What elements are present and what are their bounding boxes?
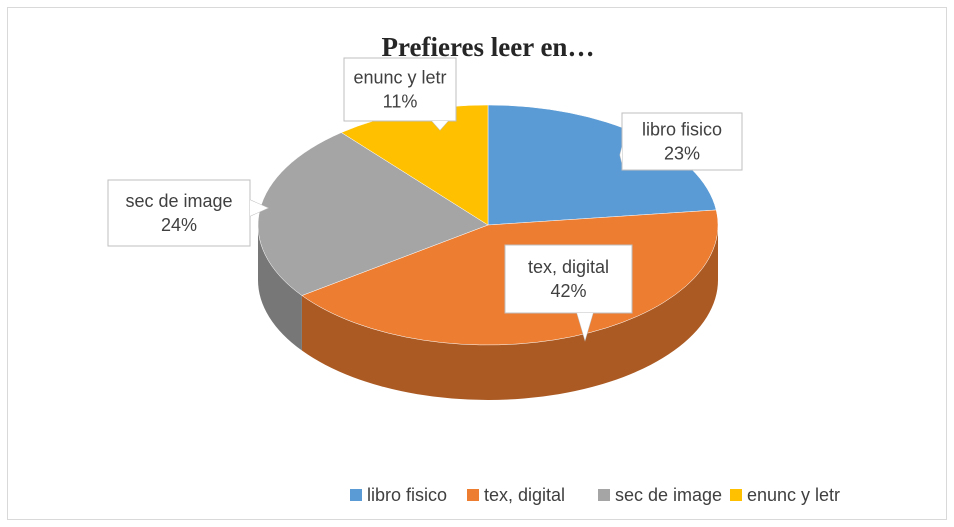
legend-label: tex, digital <box>484 485 565 505</box>
legend-label: libro fisico <box>367 485 447 505</box>
callout-pointer-mask <box>432 121 448 130</box>
legend-swatch <box>598 489 610 501</box>
data-label-value: 24% <box>161 215 197 235</box>
callouts: libro fisico 23% tex, digital 42% sec de ima… <box>107 57 743 342</box>
slice-side <box>301 225 718 400</box>
callout-box <box>343 57 457 122</box>
slice-side <box>258 225 302 351</box>
data-label-category: tex, digital <box>528 257 609 277</box>
legend-swatch <box>467 489 479 501</box>
callout-box <box>504 244 633 314</box>
callout-pointer-mask <box>620 147 622 163</box>
data-label-category: enunc y letr <box>353 67 446 87</box>
data-label-value: 11% <box>383 91 418 111</box>
callout-pointer-mask <box>250 200 268 216</box>
data-label-category: sec de image <box>125 191 232 211</box>
callout-box <box>621 112 743 171</box>
legend-swatch <box>350 489 362 501</box>
legend-label: enunc y letr <box>747 485 840 505</box>
legend-label: sec de image <box>615 485 722 505</box>
chart-title: Prefieres leer en… <box>382 32 595 62</box>
callout-box <box>107 179 251 247</box>
data-label-value: 23% <box>664 143 700 163</box>
data-label-category: libro fisico <box>642 119 722 139</box>
callout-pointer-mask <box>577 313 593 340</box>
legend-swatch <box>730 489 742 501</box>
data-label-value: 42% <box>550 281 586 301</box>
legend: libro fisico tex, digital sec de image enun… <box>350 485 840 505</box>
